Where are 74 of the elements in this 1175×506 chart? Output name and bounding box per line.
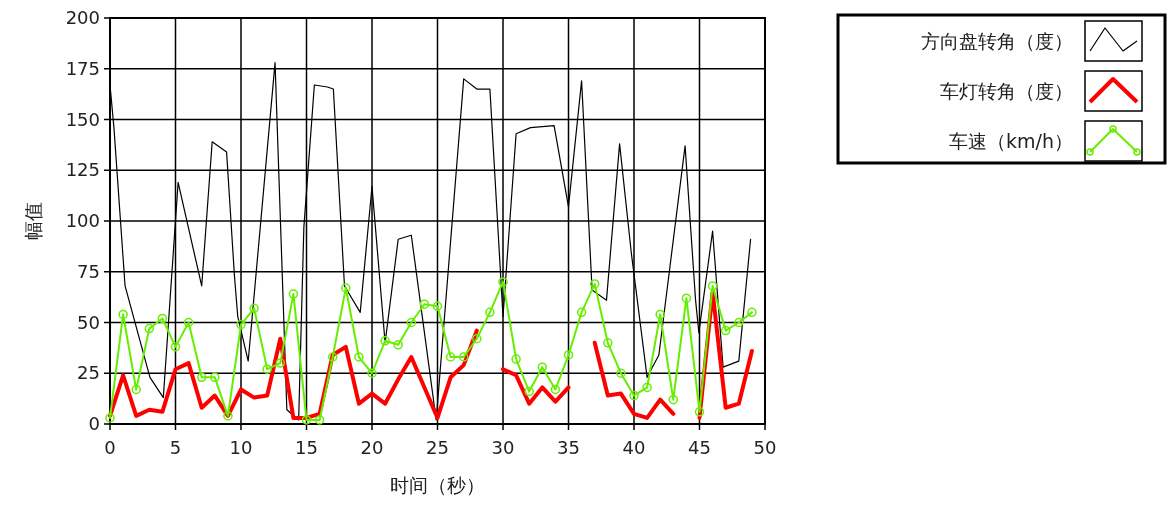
point	[249, 303, 259, 314]
point	[236, 319, 246, 330]
point	[485, 307, 495, 318]
point	[655, 309, 665, 320]
point	[118, 309, 128, 320]
x-tick-label: 30	[491, 437, 515, 458]
point	[419, 299, 430, 309]
point	[288, 289, 299, 299]
point	[707, 281, 718, 291]
point	[393, 340, 403, 350]
y-tick-label: 175	[65, 57, 100, 79]
point	[341, 283, 351, 293]
point	[747, 307, 757, 318]
point	[445, 352, 456, 362]
y-tick-label: 150	[65, 108, 100, 130]
point	[432, 301, 443, 312]
point	[681, 293, 692, 303]
point	[629, 390, 639, 401]
point	[734, 317, 744, 328]
x-tick-label: 5	[169, 437, 182, 458]
point	[144, 323, 155, 334]
point	[131, 384, 141, 395]
point	[314, 415, 325, 425]
x-tick-label: 25	[426, 437, 449, 458]
point	[603, 338, 613, 348]
y-tick-label: 200	[65, 7, 100, 28]
point	[694, 407, 705, 417]
point	[616, 368, 626, 378]
point	[524, 386, 534, 397]
point	[458, 352, 469, 362]
point	[183, 317, 194, 328]
point	[170, 342, 181, 352]
y-tick-label: 0	[88, 413, 100, 434]
point	[576, 307, 587, 318]
x-tick-label: 15	[295, 437, 318, 458]
legend-label: 车速（km/h）	[949, 130, 1073, 152]
point	[498, 277, 508, 287]
y-tick-label: 100	[65, 210, 100, 231]
point	[157, 313, 168, 324]
x-tick-label: 10	[229, 437, 253, 458]
x-tick-label: 35	[557, 437, 580, 458]
legend-label: 方向盘转角（度）	[921, 30, 1073, 52]
point	[380, 336, 390, 346]
point	[668, 394, 679, 405]
point	[537, 362, 548, 372]
point	[472, 333, 482, 344]
point	[275, 358, 286, 368]
point	[589, 279, 600, 289]
x-tick-label: 0	[104, 437, 116, 458]
y-tick-label: 75	[77, 260, 100, 282]
point	[550, 384, 561, 395]
point	[210, 372, 220, 383]
y-tick-label: 25	[77, 362, 100, 384]
x-axis-title: 时间（秒）	[390, 474, 485, 496]
point	[223, 411, 233, 421]
point	[642, 382, 652, 393]
y-tick-label: 50	[77, 311, 100, 333]
point	[367, 368, 377, 378]
point	[262, 364, 272, 374]
point	[406, 317, 417, 328]
x-tick-label: 40	[622, 437, 646, 458]
point	[720, 325, 731, 336]
x-tick-label: 20	[360, 437, 384, 458]
point	[354, 352, 364, 362]
point	[196, 372, 207, 383]
x-tick-label: 50	[753, 437, 777, 458]
point	[301, 415, 312, 425]
legend-label: 车灯转角（度）	[940, 80, 1073, 102]
y-tick-label: 125	[65, 159, 100, 181]
point	[327, 352, 338, 362]
x-tick-label: 45	[688, 437, 711, 458]
point	[563, 350, 574, 360]
point	[511, 354, 521, 364]
y-axis-title: 幅值	[22, 202, 44, 240]
